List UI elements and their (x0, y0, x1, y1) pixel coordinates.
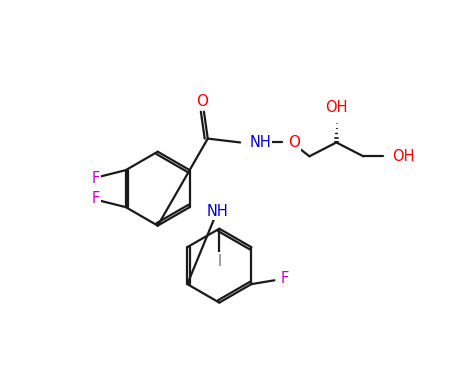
Text: OH: OH (391, 149, 414, 164)
Text: NH: NH (249, 135, 271, 150)
Text: I: I (217, 254, 221, 268)
Text: F: F (280, 271, 288, 286)
Text: OH: OH (324, 100, 347, 115)
Text: F: F (92, 171, 100, 186)
Text: NH: NH (206, 204, 227, 219)
Text: O: O (196, 94, 208, 109)
Text: O: O (287, 135, 299, 150)
Text: F: F (92, 191, 100, 206)
